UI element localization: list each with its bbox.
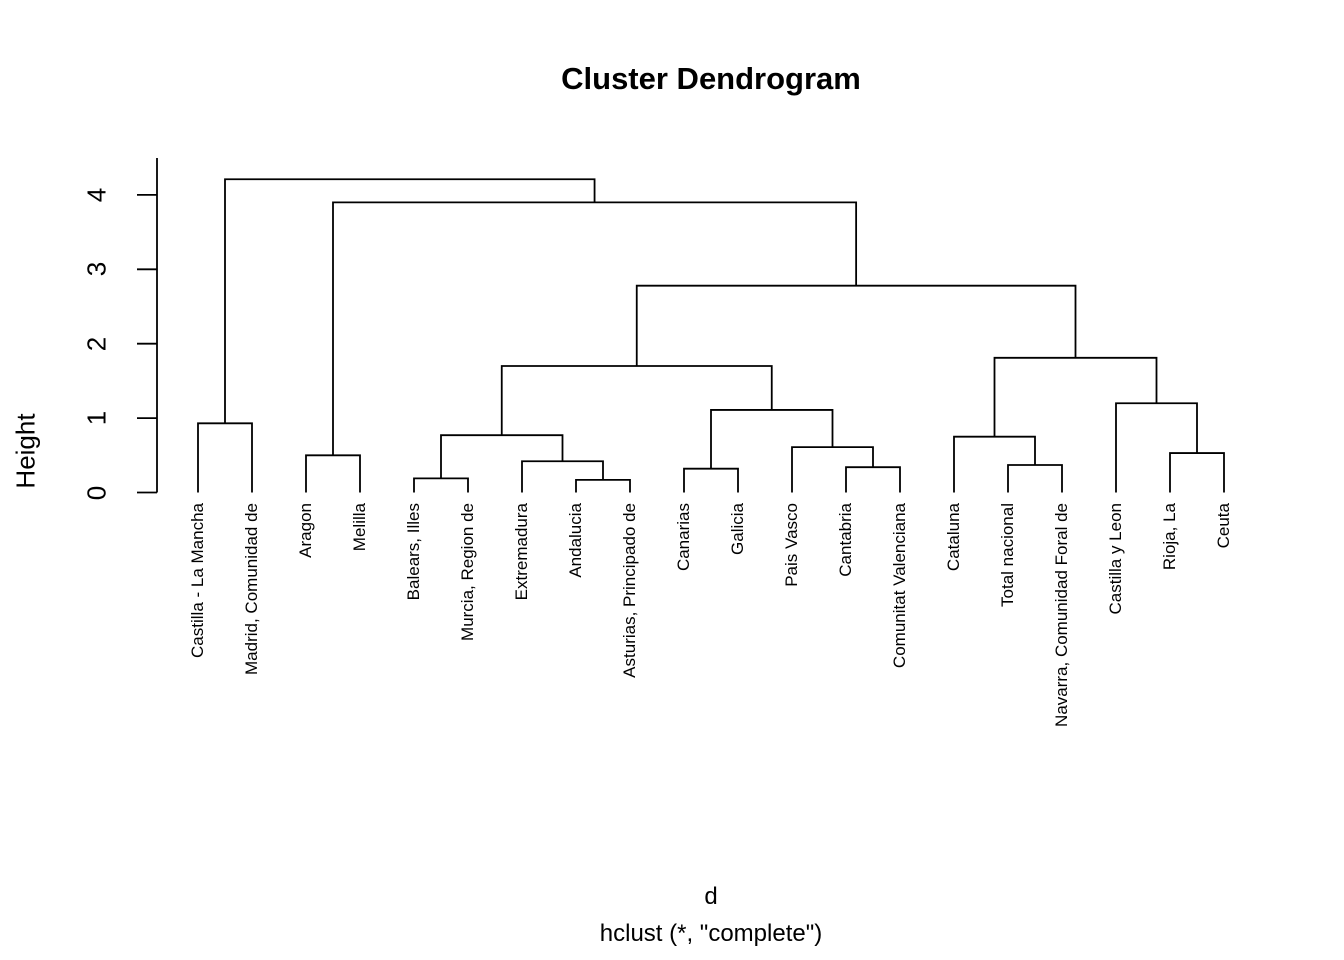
leaf-label: Balears, Illes [404, 503, 423, 601]
dendrogram-branch [197, 422, 253, 493]
chart-title: Cluster Dendrogram [561, 61, 861, 96]
leaf-label: Murcia, Region de [458, 503, 477, 641]
dendrogram-branch [1169, 452, 1225, 493]
y-axis-tick-label: 3 [81, 262, 112, 277]
y-axis-tick-label: 4 [81, 187, 112, 203]
dendrogram-branch [440, 434, 564, 479]
dendrogram-branch [845, 466, 901, 493]
leaf-label: Cantabria [836, 503, 855, 577]
leaf-label: Andalucia [566, 503, 585, 578]
dendrogram-branch [332, 201, 858, 456]
leaf-label: Extremadura [512, 503, 531, 601]
dendrogram-branch [500, 365, 773, 436]
y-axis-tick-label: 1 [81, 410, 112, 426]
leaf-label: Ceuta [1214, 503, 1233, 549]
leaf-label: Asturias, Principado de [620, 503, 639, 678]
dendrogram-branch [224, 178, 596, 424]
dendrogram-branch [575, 478, 631, 493]
leaf-label: Aragon [296, 503, 315, 558]
hclust-subtitle: hclust (*, "complete") [599, 920, 823, 947]
dendrogram-branch [683, 467, 739, 493]
dendrogram-branch [1007, 464, 1063, 493]
dendrogram-branch [305, 454, 361, 493]
leaf-label: Madrid, Comunidad de [242, 503, 261, 675]
leaf-label: Comunitat Valenciana [890, 503, 909, 669]
dendrogram-branch [413, 477, 469, 493]
dendrogram-branch [635, 284, 1077, 367]
leaf-label: Castilla - La Mancha [188, 503, 207, 658]
dendrogram-branch [993, 356, 1158, 437]
leaf-label: Canarias [674, 503, 693, 572]
dendrogram-branch [710, 409, 834, 469]
y-axis-tick-label: 2 [81, 336, 112, 351]
dendrogram-branch [521, 460, 604, 493]
leaf-label: Pais Vasco [782, 503, 801, 587]
leaf-label: Total nacional [998, 503, 1017, 607]
leaf-label: Melilla [350, 503, 369, 552]
leaf-label: Galicia [728, 503, 747, 555]
dendrogram-branch [791, 446, 874, 493]
y-axis-tick-label: 0 [81, 485, 112, 500]
leaf-label: Navarra, Comunidad Foral de [1052, 503, 1071, 727]
leaf-label: Cataluna [944, 503, 963, 572]
leaf-label: Rioja, La [1160, 503, 1179, 571]
leaf-label: Castilla y Leon [1106, 503, 1125, 615]
dendrogram-branch [1115, 402, 1198, 493]
x-axis-label: d [704, 883, 718, 910]
